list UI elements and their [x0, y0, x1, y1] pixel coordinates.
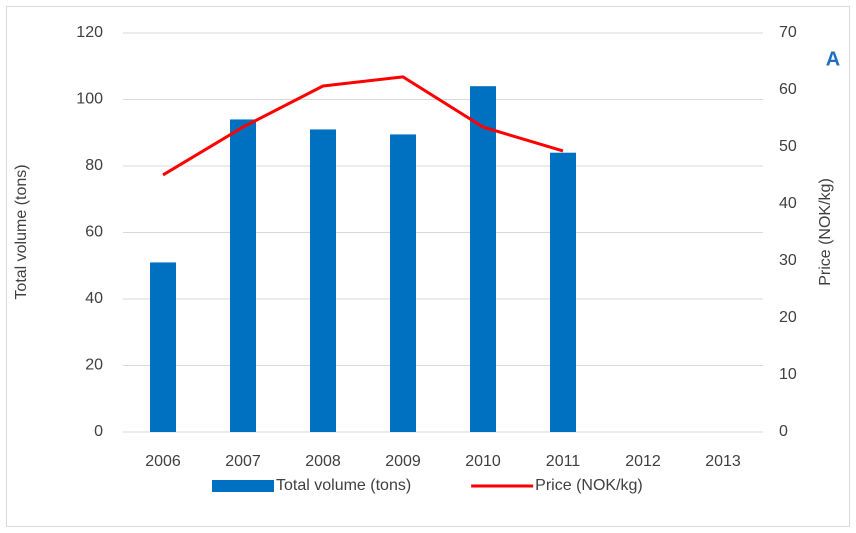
bar: [310, 129, 336, 433]
y2-tick-label: 50: [779, 138, 797, 155]
x-tick-label: 2010: [465, 453, 501, 470]
x-tick-label: 2011: [546, 453, 581, 470]
bar: [390, 134, 416, 432]
y2-tick-label: 40: [779, 195, 797, 212]
y2-tick-label: 0: [779, 423, 788, 440]
y-tick-label: 120: [76, 24, 103, 41]
y-axis-title: Total volume (tons): [13, 164, 30, 299]
y-tick-label: 0: [94, 423, 103, 440]
legend-label: Price (NOK/kg): [535, 477, 643, 494]
bar: [150, 262, 176, 432]
y2-axis-title: Price (NOK/kg): [817, 178, 834, 286]
x-tick-label: 2009: [385, 453, 421, 470]
x-tick-label: 2013: [705, 453, 741, 470]
bar: [230, 119, 256, 432]
y2-tick-label: 30: [779, 252, 797, 269]
x-tick-label: 2007: [225, 453, 261, 470]
y-tick-label: 100: [76, 91, 103, 108]
y-tick-label: 60: [85, 224, 103, 241]
x-tick-label: 2012: [625, 453, 661, 470]
y2-tick-label: 60: [779, 81, 797, 98]
chart-border: [6, 6, 850, 527]
x-tick-label: 2008: [305, 453, 341, 470]
y-tick-label: 80: [85, 157, 103, 174]
y2-tick-label: 20: [779, 309, 797, 326]
legend-label: Total volume (tons): [276, 477, 411, 494]
y-tick-label: 20: [85, 357, 103, 374]
legend-swatch: [212, 480, 274, 492]
y2-tick-label: 10: [779, 366, 797, 383]
y2-tick-label: 70: [779, 24, 797, 41]
bar: [470, 86, 496, 432]
x-tick-label: 2006: [145, 453, 181, 470]
y-tick-label: 40: [85, 290, 103, 307]
bar: [550, 152, 576, 432]
panel-label: A: [826, 48, 840, 70]
price-line: [162, 75, 564, 177]
